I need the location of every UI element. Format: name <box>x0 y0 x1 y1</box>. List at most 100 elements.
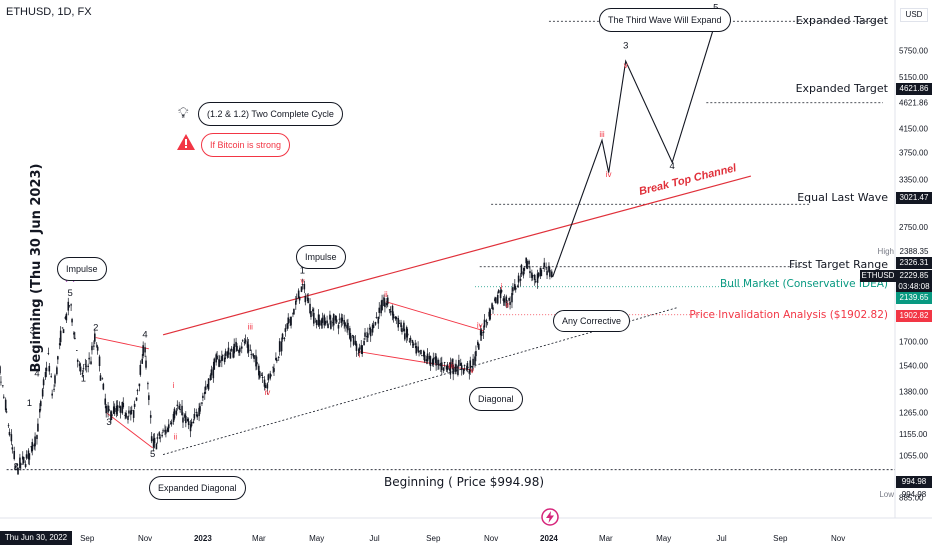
candle-body <box>523 268 526 271</box>
candle-body <box>266 383 269 389</box>
candle-body <box>295 298 298 300</box>
candle-body <box>426 353 429 362</box>
candle-body <box>314 321 317 323</box>
wave-label: iii <box>599 130 605 139</box>
wave-label: ii <box>384 290 388 299</box>
candle-body <box>0 366 1 374</box>
time-tick-label: Nov <box>138 534 152 543</box>
candle-body <box>167 424 170 429</box>
candle-body <box>273 368 275 372</box>
candle-body <box>276 359 278 362</box>
time-tick-label: May <box>309 534 324 543</box>
candle-body <box>341 317 344 322</box>
candle-body <box>8 432 11 436</box>
candle-body <box>185 415 187 424</box>
candle-body <box>301 283 304 285</box>
candle-body <box>349 328 351 339</box>
candle-body <box>380 304 382 314</box>
candle-body <box>326 320 328 324</box>
candle-body <box>334 315 337 321</box>
candle-body <box>108 409 110 411</box>
candle-body <box>361 345 363 354</box>
candle-body <box>497 290 500 293</box>
candle-body <box>281 333 284 340</box>
candle-body <box>503 298 506 303</box>
candle-body <box>50 376 52 377</box>
candle-body <box>16 463 18 466</box>
wave-label: iv <box>477 321 483 330</box>
candle-body <box>272 366 274 368</box>
candle-body <box>209 374 212 380</box>
channel-lines <box>95 175 752 455</box>
candle-body <box>184 414 186 418</box>
candle-body <box>167 427 169 432</box>
candle-body <box>4 399 7 411</box>
candle-body <box>116 405 119 412</box>
two-cycle-callout: (1.2 & 1.2) Two Complete Cycle <box>198 102 343 126</box>
expanded-target-label-1: Expanded Target <box>795 14 888 27</box>
candle-body <box>30 446 33 448</box>
candle-body <box>162 430 164 432</box>
candle-body <box>87 365 89 367</box>
price-tag-994: 994.98 <box>896 476 932 488</box>
candle-body <box>454 367 456 372</box>
event-flash-icon[interactable] <box>541 508 559 526</box>
candle-body <box>198 407 200 417</box>
currency-label[interactable]: USD <box>900 8 928 22</box>
wave-label: 5 <box>713 2 718 13</box>
symbol-price-tag: ETHUSD <box>860 270 896 282</box>
candle-body <box>367 333 369 338</box>
candle-body <box>223 357 226 363</box>
candle-body <box>249 349 252 351</box>
time-tick-label: 2023 <box>194 534 212 543</box>
diagonal-callout: Diagonal <box>469 387 523 411</box>
candle-body <box>81 372 84 375</box>
candle-body <box>241 340 244 342</box>
candle-body <box>212 367 215 379</box>
candle-body <box>203 391 206 395</box>
symbol-title[interactable]: ETHUSD, 1D, FX <box>6 6 92 18</box>
wave-label: 2 <box>13 462 18 473</box>
candle-body <box>351 335 354 336</box>
candle-body <box>364 332 366 337</box>
candle-body <box>486 322 489 324</box>
candle-body <box>491 303 493 309</box>
candle-body <box>360 345 363 350</box>
candle-body <box>267 374 270 381</box>
wave-label: iii <box>449 361 455 370</box>
price-tick-label: 885.00 <box>899 494 924 503</box>
candle-body <box>286 323 289 329</box>
candle-body <box>169 423 172 425</box>
time-tick-label: Nov <box>484 534 498 543</box>
candle-body <box>19 457 21 469</box>
wave-label: 4 <box>142 330 147 341</box>
candle-body <box>227 347 230 355</box>
price-tick-label: 1700.00 <box>899 338 928 347</box>
candle-body <box>158 432 161 436</box>
candle-body <box>222 355 224 357</box>
candle-body <box>33 444 35 447</box>
candle-body <box>500 290 503 293</box>
candle-body <box>190 421 193 427</box>
invalidation-label: Price Invalidation Analysis ($1902.82) <box>689 309 888 321</box>
candle-body <box>449 362 452 375</box>
candle-body <box>135 397 138 401</box>
candle-body <box>42 379 45 386</box>
candle-body <box>495 297 497 304</box>
candle-body <box>292 313 294 315</box>
candle-body <box>528 260 530 265</box>
candle-body <box>144 347 146 353</box>
candle-body <box>455 364 457 372</box>
countdown-tag: 03:48:08 <box>896 281 932 293</box>
candle-body <box>54 375 56 384</box>
vertical-beginning-label: Beginning (Thu 30 Jun 2023) <box>29 164 44 373</box>
candle-body <box>313 312 315 324</box>
candle-body <box>136 389 139 392</box>
time-tick-label: Sep <box>426 534 441 543</box>
time-axis[interactable]: Sep Nov 2023 Mar May Jul Sep Nov 2024 Mar May Jul Se… <box>80 534 845 543</box>
candle-body <box>278 341 281 352</box>
candle-body <box>125 413 127 418</box>
candle-body <box>130 409 133 411</box>
wave-label: 3 <box>106 417 111 428</box>
